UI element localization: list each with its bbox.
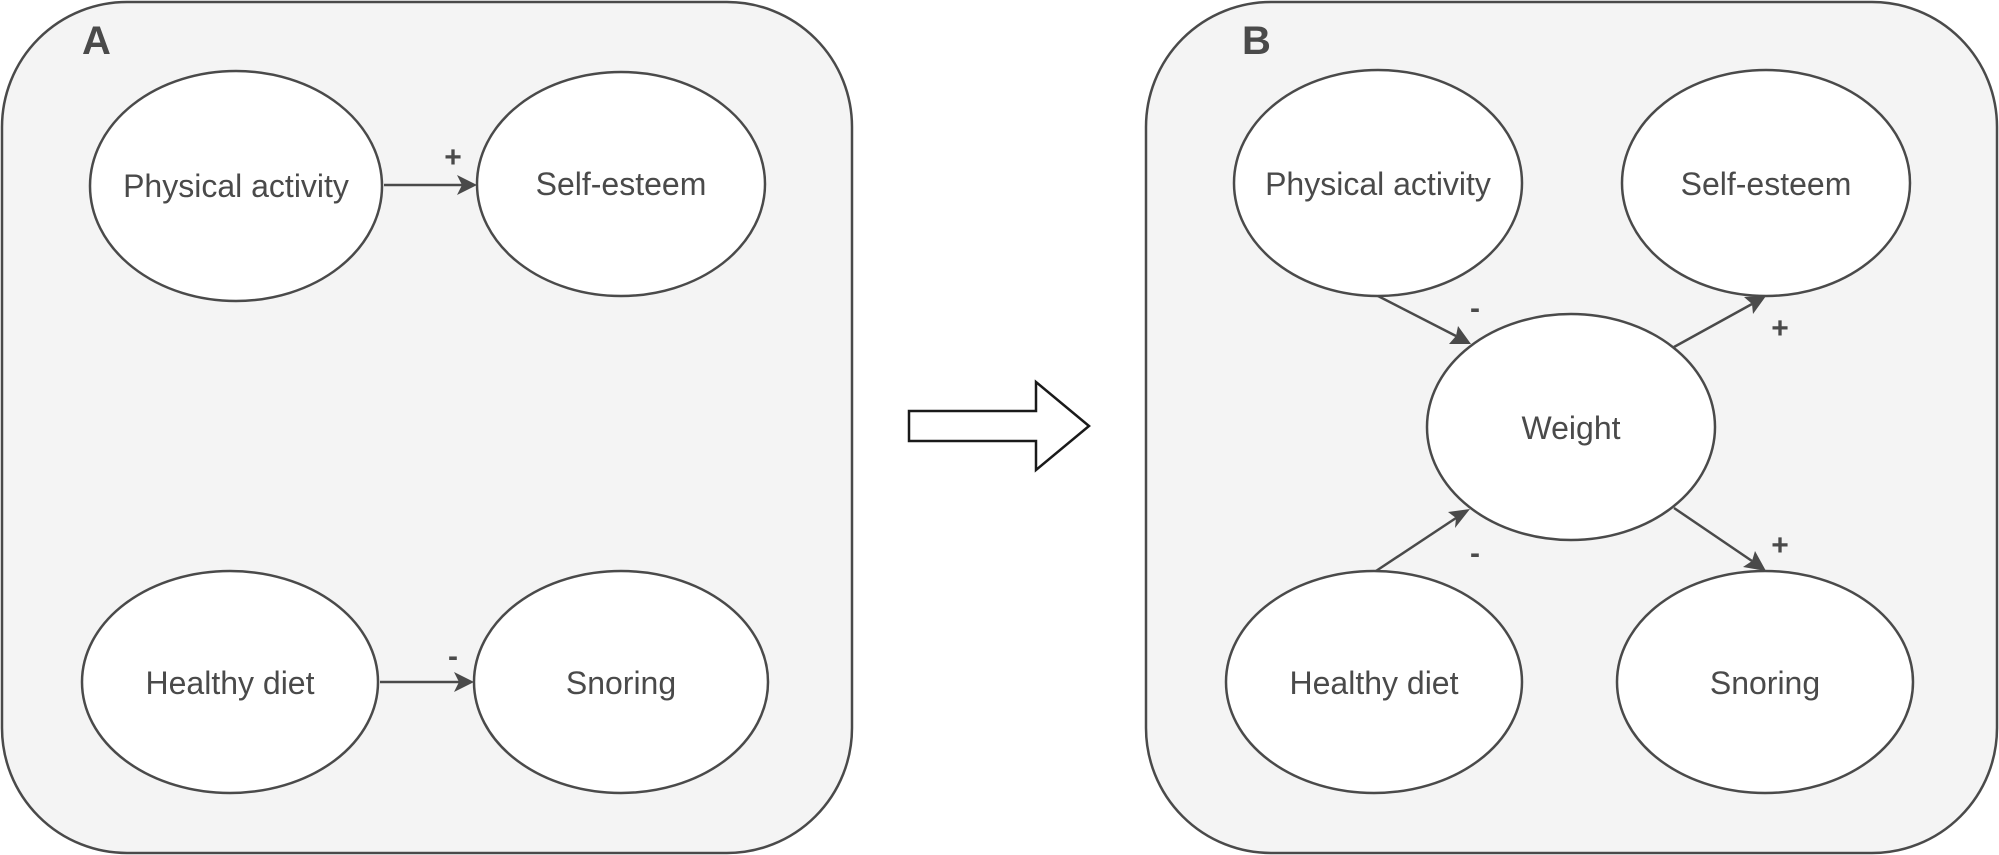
node-healthy-diet-b-shape [1224, 569, 1524, 795]
panel-b-letter: B [1242, 19, 1271, 63]
node-self-esteem-shape [475, 70, 767, 298]
edge-weight-to-snoring-arrowhead [1743, 551, 1766, 571]
edge-weight-to-self-esteem-arrowhead [1744, 296, 1766, 314]
edge-activity-to-self-esteem-arrowhead [457, 175, 477, 195]
edge-diet-to-weight-sign: - [1470, 537, 1480, 570]
edge-activity-to-self-esteem-sign: + [444, 141, 462, 174]
edge-diet-to-snoring-sign: - [448, 640, 458, 673]
edge-activity-to-weight: - [1377, 292, 1480, 344]
node-snoring: Snoring [472, 569, 770, 795]
edge-weight-to-snoring-sign: + [1771, 529, 1789, 562]
panel-a-letter: A [82, 19, 111, 63]
node-physical-activity: Physical activity [88, 69, 384, 303]
edge-diet-to-snoring-arrowhead [454, 672, 474, 692]
node-snoring-b: Snoring [1615, 569, 1915, 795]
right-arrow-icon [907, 379, 1091, 473]
node-weight-label: Weight [1521, 410, 1620, 446]
edge-weight-to-self-esteem-line [1673, 302, 1753, 349]
node-healthy-diet-b: Healthy diet [1224, 569, 1524, 795]
panel-b: B Physical activity Self-esteem Weight H… [1144, 0, 1999, 855]
edge-activity-to-weight-arrowhead [1449, 326, 1471, 344]
node-physical-activity-shape [88, 69, 384, 303]
node-snoring-b-label: Snoring [1710, 665, 1820, 701]
node-weight: Weight [1425, 312, 1717, 542]
node-healthy-diet-b-label: Healthy diet [1290, 665, 1459, 701]
node-healthy-diet-shape [80, 569, 380, 795]
node-self-esteem-label: Self-esteem [536, 166, 707, 202]
edge-activity-to-weight-sign: - [1470, 292, 1480, 325]
edge-activity-to-self-esteem: + [384, 141, 477, 195]
node-self-esteem-b-label: Self-esteem [1681, 166, 1852, 202]
edge-diet-to-weight-arrowhead [1448, 509, 1470, 528]
node-snoring-label: Snoring [566, 665, 676, 701]
node-healthy-diet-label: Healthy diet [146, 665, 315, 701]
edge-diet-to-weight-line [1375, 516, 1457, 573]
edge-weight-to-self-esteem: + [1673, 296, 1789, 349]
node-self-esteem: Self-esteem [475, 70, 767, 298]
edge-weight-to-self-esteem-sign: + [1771, 312, 1789, 345]
panel-a: A Physical activity Self-esteem Healthy … [0, 0, 854, 855]
node-snoring-b-shape [1615, 569, 1915, 795]
edge-activity-to-weight-line [1377, 294, 1457, 338]
edge-weight-to-snoring: + [1673, 506, 1789, 571]
node-weight-shape [1425, 312, 1717, 542]
node-physical-activity-b-label: Physical activity [1265, 166, 1491, 202]
node-healthy-diet: Healthy diet [80, 569, 380, 795]
edge-weight-to-snoring-line [1673, 506, 1753, 563]
node-physical-activity-label: Physical activity [123, 168, 349, 204]
node-physical-activity-b: Physical activity [1232, 68, 1524, 298]
edge-diet-to-weight: - [1375, 509, 1480, 573]
node-self-esteem-b: Self-esteem [1620, 68, 1912, 298]
edge-diet-to-snoring: - [380, 640, 474, 692]
